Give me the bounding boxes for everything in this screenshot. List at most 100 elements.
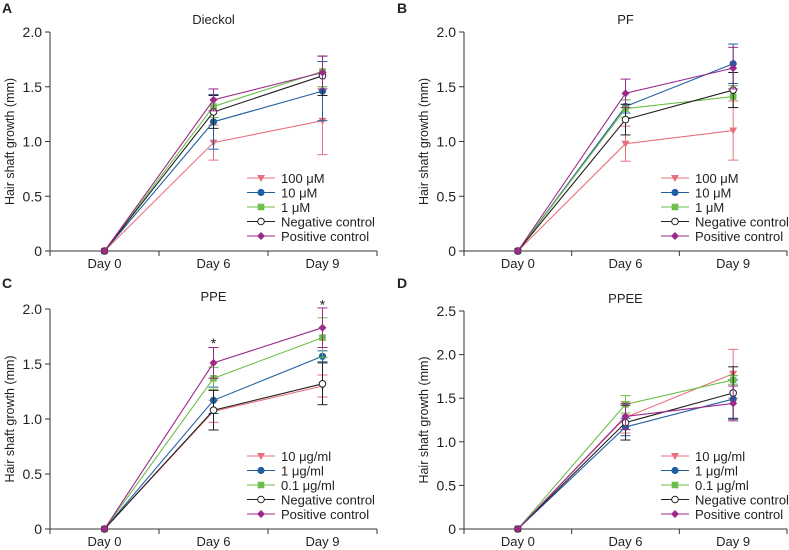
legend-label: Negative control [281,215,375,230]
y-axis-label: Hair shaft growth (mm) [417,356,431,483]
legend-label: Negative control [695,215,789,230]
marker-square [257,203,265,211]
legend-label: 0.1 μg/ml [281,478,335,493]
x-tick-label: Day 0 [501,256,535,271]
legend-label: Negative control [281,493,375,508]
legend-label: 0.1 μg/ml [695,478,749,493]
marker-circle [671,188,679,197]
y-tick-label: 1.5 [437,79,457,95]
panel-b: B PF Hair shaft growth (mm) 0 0.5 1.0 1.5 2.0 Da… [395,0,789,275]
y-tick-label: 1.0 [23,134,43,150]
y-tick-label: 2.0 [437,24,457,40]
legend-item: 100 μM [247,171,325,186]
y-tick-label: 0 [34,521,42,537]
legend-item: 10 μg/ml [247,449,331,464]
y-tick-label: 1.5 [437,390,457,406]
legend-label: 10 μM [281,186,317,201]
marker-triangle [671,453,679,460]
legend-item: 100 μM [661,171,739,186]
y-tick-label: 2.0 [23,301,43,317]
legend-item: Negative control [661,493,789,508]
chart-title: PPE [200,289,226,304]
legend-label: 1 μg/ml [695,464,738,479]
marker-open-circle [671,217,679,226]
chart-title: PPEE [608,291,643,306]
legend-item: Negative control [247,215,375,230]
marker-circle [671,466,679,475]
marker-diamond [729,64,738,73]
legend-label: Negative control [695,493,789,508]
marker-triangle [257,453,265,460]
legend-item: Positive control [661,229,783,244]
panel-label: D [397,275,407,291]
series-4 [100,55,328,255]
legend-label: 10 μg/ml [695,449,745,464]
marker-diamond [513,247,522,255]
legend-item: Positive control [247,507,369,522]
legend-item: 10 μM [247,186,317,201]
chart-title: PF [617,12,634,27]
marker-square [671,481,679,489]
y-tick-label: 2.0 [437,347,457,363]
marker-open-circle [318,380,327,388]
legend-item: 0.1 μg/ml [661,478,749,493]
y-tick-label: 0 [34,243,42,259]
x-tick-label: Day 9 [716,534,750,549]
panel-d: D PPEE Hair shaft growth (mm) 0 0.5 1.0 1.5 2.0… [395,275,789,550]
y-tick-label: 2.0 [23,24,43,40]
panel-c: C PPE Hair shaft growth (mm) 0 0.5 1.0 1.5 2.0 D… [0,275,394,550]
panel-a: A Dieckol Hair shaft growth (mm) 0 0.5 1.0 1.5… [0,0,394,275]
marker-diamond [513,525,522,533]
y-tick-label: 0.5 [23,188,43,204]
panel-label: B [397,0,407,16]
legend-label: 1 μM [695,200,724,215]
legend-label: Positive control [695,507,783,522]
legend-label: Positive control [281,507,369,522]
legend-label: Positive control [281,229,369,244]
marker-open-circle [621,115,630,124]
marker-diamond [621,89,630,98]
y-tick-label: 1.0 [437,134,457,150]
marker-diamond [209,95,218,104]
x-tick-label: Day 6 [197,534,231,549]
marker-diamond [257,232,265,240]
legend-item: 1 μM [661,200,724,215]
legend-label: 100 μM [281,171,325,186]
marker-triangle [621,140,630,148]
marker-diamond [729,399,738,408]
marker-diamond [318,323,327,332]
legend-item: 1 μg/ml [247,464,324,479]
x-tick-label: Day 6 [609,534,643,549]
y-tick-label: 0 [448,521,456,537]
y-tick-label: 0.5 [23,466,43,482]
legend-item: Positive control [661,507,783,522]
series-4 [513,385,739,533]
legend-item: 10 μg/ml [661,449,745,464]
y-tick-label: 0.5 [437,188,457,204]
legend-label: 1 μg/ml [281,464,324,479]
marker-diamond [671,232,679,240]
marker-diamond [100,247,109,255]
marker-diamond [100,525,109,533]
legend-item: 1 μM [247,200,310,215]
marker-circle [257,466,265,475]
series-4 [100,307,328,533]
x-tick-label: Day 0 [501,534,535,549]
legend-label: 10 μg/ml [281,449,331,464]
legend-item: 1 μg/ml [661,464,738,479]
x-tick-label: Day 9 [306,256,340,271]
marker-open-circle [671,495,679,504]
x-tick-label: Day 0 [88,256,122,271]
legend-label: 1 μM [281,200,310,215]
chart-b: B PF Hair shaft growth (mm) 0 0.5 1.0 1.5 2.0 Da… [397,0,789,271]
panel-label: C [2,275,12,291]
y-axis-label: Hair shaft growth (mm) [3,355,17,482]
marker-open-circle [257,495,265,504]
marker-square [671,203,679,211]
legend-item: Positive control [247,229,369,244]
marker-triangle [257,175,265,182]
y-tick-label: 0 [448,243,456,259]
legend-item: 0.1 μg/ml [247,478,335,493]
x-tick-label: Day 0 [88,534,122,549]
